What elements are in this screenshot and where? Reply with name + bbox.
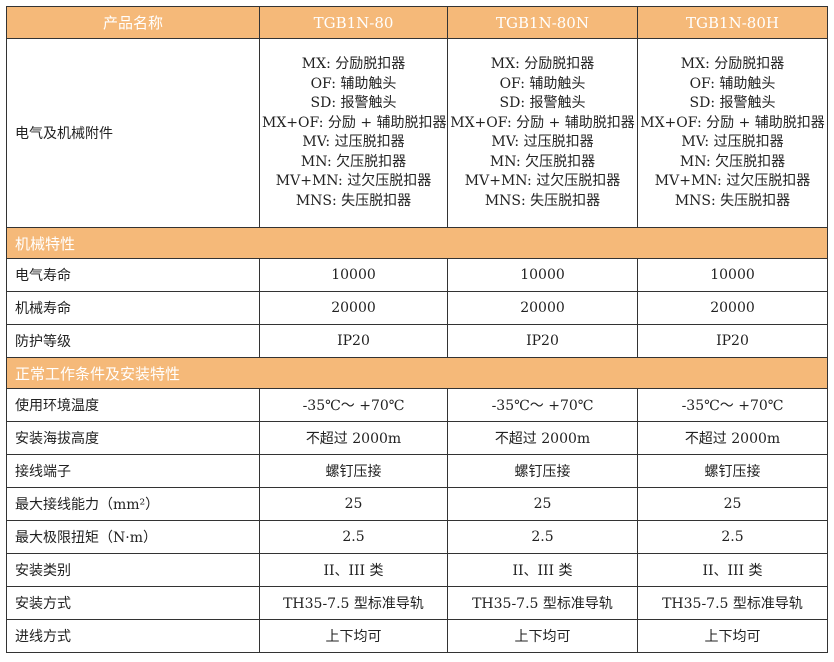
value-cell: 25 <box>637 487 828 521</box>
table-row: 进线方式 上下均可 上下均可 上下均可 <box>6 619 828 653</box>
table-row: 使用环境温度 -35℃～ +70℃ -35℃～ +70℃ -35℃～ +70℃ <box>6 388 828 422</box>
table-row: 安装海拔高度 不超过 2000m 不超过 2000m 不超过 2000m <box>6 421 828 455</box>
spec-table: 产品名称 TGB1N-80 TGB1N-80N TGB1N-80H 电气及机械附件 MX:… <box>6 6 828 653</box>
accessories-row: 电气及机械附件 MX: 分励脱扣器 OF: 辅助触头 SD: 报警触头 MX+OF: 分… <box>6 38 828 228</box>
value-cell: 20000 <box>447 291 638 325</box>
section-row: 正常工作条件及安装特性 <box>6 357 828 389</box>
accessories-cell: MX: 分励脱扣器 OF: 辅助触头 SD: 报警触头 MX+OF: 分励 + 辅助脱… <box>637 38 828 228</box>
value-cell: 上下均可 <box>259 619 448 653</box>
value-cell: 螺钉压接 <box>637 454 828 488</box>
value-cell: IP20 <box>259 324 448 358</box>
value-cell: 不超过 2000m <box>447 421 638 455</box>
value-cell: 10000 <box>447 258 638 292</box>
accessory-item: SD: 报警触头 <box>499 95 586 111</box>
row-label-cell: 安装方式 <box>6 586 260 620</box>
value-cell: 20000 <box>637 291 828 325</box>
model-header-cell: TGB1N-80 <box>259 6 448 39</box>
accessory-item: MN: 欠压脱扣器 <box>679 153 786 170</box>
accessory-item: MV+MN: 过欠压脱扣器 <box>464 173 621 189</box>
table-row: 安装类别 II、III 类 II、III 类 II、III 类 <box>6 553 828 587</box>
value-cell: TH35-7.5 型标准导轨 <box>259 586 448 620</box>
value-cell: 螺钉压接 <box>447 454 638 488</box>
accessory-item: MX: 分励脱扣器 <box>680 56 785 72</box>
value-cell: IP20 <box>637 324 828 358</box>
accessories-cell: MX: 分励脱扣器 OF: 辅助触头 SD: 报警触头 MX+OF: 分励 + 辅助脱… <box>447 38 638 228</box>
row-label-cell: 安装海拔高度 <box>6 421 260 455</box>
accessory-item: MX: 分励脱扣器 <box>301 56 406 72</box>
value-cell: II、III 类 <box>259 553 448 587</box>
accessories-cell: MX: 分励脱扣器 OF: 辅助触头 SD: 报警触头 MX+OF: 分励 + 辅助脱… <box>259 38 448 228</box>
section-title-cell: 正常工作条件及安装特性 <box>6 357 828 389</box>
value-cell: II、III 类 <box>447 553 638 587</box>
accessory-item: MNS: 失压脱扣器 <box>674 192 791 209</box>
row-label-cell: 电气及机械附件 <box>6 38 260 228</box>
table-row: 防护等级 IP20 IP20 IP20 <box>6 324 828 358</box>
value-cell: 25 <box>447 487 638 521</box>
accessory-item: MX+OF: 分励 + 辅助脱扣器 <box>262 114 447 131</box>
table-row: 最大极限扭矩（N·m） 2.5 2.5 2.5 <box>6 520 828 554</box>
table-row: 电气寿命 10000 10000 10000 <box>6 258 828 292</box>
value-cell: 螺钉压接 <box>259 454 448 488</box>
value-cell: 上下均可 <box>447 619 638 653</box>
accessory-item: MV: 过压脱扣器 <box>681 134 784 150</box>
accessory-item: MN: 欠压脱扣器 <box>489 153 596 170</box>
model-header-cell: TGB1N-80N <box>447 6 638 39</box>
table-row: 最大接线能力（mm²） 25 25 25 <box>6 487 828 521</box>
value-cell: -35℃～ +70℃ <box>259 388 448 422</box>
value-cell: 不超过 2000m <box>637 421 828 455</box>
accessory-item: MV: 过压脱扣器 <box>302 134 405 150</box>
row-label-cell: 最大接线能力（mm²） <box>6 487 260 521</box>
row-label-cell: 电气寿命 <box>6 258 260 292</box>
accessory-item: MX+OF: 分励 + 辅助脱扣器 <box>640 114 825 131</box>
row-label-cell: 接线端子 <box>6 454 260 488</box>
accessory-item: SD: 报警触头 <box>689 95 776 111</box>
header-row: 产品名称 TGB1N-80 TGB1N-80N TGB1N-80H <box>6 6 828 39</box>
value-cell: 2.5 <box>259 520 448 554</box>
row-label-cell: 进线方式 <box>6 619 260 653</box>
accessory-item: MNS: 失压脱扣器 <box>295 192 412 209</box>
value-cell: TH35-7.5 型标准导轨 <box>447 586 638 620</box>
table-row: 安装方式 TH35-7.5 型标准导轨 TH35-7.5 型标准导轨 TH35-7.5… <box>6 586 828 620</box>
value-cell: 2.5 <box>637 520 828 554</box>
value-cell: -35℃～ +70℃ <box>447 388 638 422</box>
section-title-cell: 机械特性 <box>6 227 828 259</box>
accessory-item: MV: 过压脱扣器 <box>491 134 594 150</box>
accessory-item: OF: 辅助触头 <box>689 75 776 92</box>
value-cell: II、III 类 <box>637 553 828 587</box>
accessory-item: MNS: 失压脱扣器 <box>484 192 601 209</box>
accessory-item: SD: 报警触头 <box>310 95 397 111</box>
accessory-item: MV+MN: 过欠压脱扣器 <box>654 173 811 189</box>
value-cell: IP20 <box>447 324 638 358</box>
accessory-item: MN: 欠压脱扣器 <box>300 153 407 170</box>
value-cell: 2.5 <box>447 520 638 554</box>
table-row: 机械寿命 20000 20000 20000 <box>6 291 828 325</box>
value-cell: 10000 <box>259 258 448 292</box>
row-label-cell: 安装类别 <box>6 553 260 587</box>
accessory-item: OF: 辅助触头 <box>310 75 397 92</box>
value-cell: 不超过 2000m <box>259 421 448 455</box>
accessory-item: MX+OF: 分励 + 辅助脱扣器 <box>450 114 635 131</box>
row-label-cell: 最大极限扭矩（N·m） <box>6 520 260 554</box>
accessory-item: OF: 辅助触头 <box>499 75 586 92</box>
value-cell: -35℃～ +70℃ <box>637 388 828 422</box>
row-label-cell: 防护等级 <box>6 324 260 358</box>
value-cell: 20000 <box>259 291 448 325</box>
accessory-item: MX: 分励脱扣器 <box>490 56 595 72</box>
section-row: 机械特性 <box>6 227 828 259</box>
value-cell: TH35-7.5 型标准导轨 <box>637 586 828 620</box>
header-label-cell: 产品名称 <box>6 6 260 39</box>
row-label-cell: 使用环境温度 <box>6 388 260 422</box>
value-cell: 25 <box>259 487 448 521</box>
model-header-cell: TGB1N-80H <box>637 6 828 39</box>
table-row: 接线端子 螺钉压接 螺钉压接 螺钉压接 <box>6 454 828 488</box>
row-label-cell: 机械寿命 <box>6 291 260 325</box>
value-cell: 上下均可 <box>637 619 828 653</box>
value-cell: 10000 <box>637 258 828 292</box>
accessory-item: MV+MN: 过欠压脱扣器 <box>275 173 432 189</box>
